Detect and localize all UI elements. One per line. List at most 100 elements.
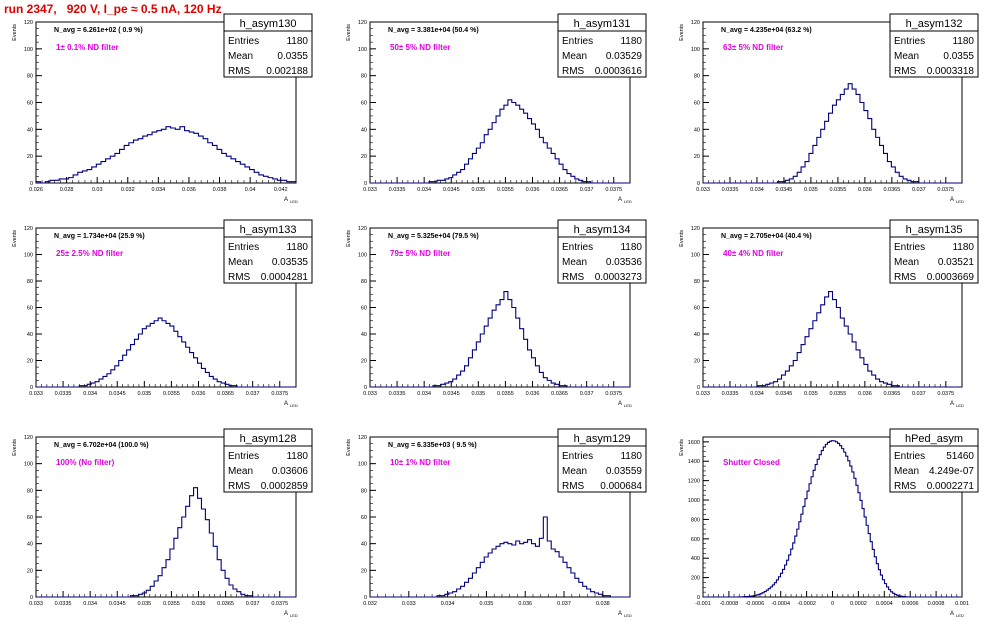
x-tick-label: 0.0335	[55, 391, 72, 397]
stats-value: 0.0355	[943, 51, 974, 62]
x-tick-label: 0.037	[912, 391, 926, 397]
stats-label: Entries	[562, 36, 593, 47]
y-tick-label: 1200	[688, 479, 700, 485]
y-tick-label: 120	[358, 226, 367, 232]
histogram-name: h_asym133	[240, 224, 297, 236]
stats-value: 0.000684	[600, 481, 642, 492]
x-tick-label: 0.035	[804, 187, 818, 193]
x-tick-label: 0.034	[417, 391, 431, 397]
filter-label: 1± 0.1% ND filter	[56, 43, 119, 52]
x-axis-label-sub: LED	[956, 403, 964, 408]
y-tick-label: 120	[358, 435, 367, 441]
x-tick-label: 0.0002	[850, 601, 867, 607]
x-axis-label: A	[618, 611, 622, 617]
y-tick-label: 100	[358, 253, 367, 259]
stats-label: Entries	[894, 451, 925, 462]
y-tick-label: 20	[27, 154, 33, 160]
y-axis-label: Events	[346, 439, 352, 456]
x-tick-label: 0.0365	[883, 391, 900, 397]
x-tick-label: 0.036	[518, 601, 532, 607]
y-tick-label: 40	[27, 127, 33, 133]
y-tick-label: 100	[358, 462, 367, 468]
x-tick-label: 0.037	[557, 601, 571, 607]
y-tick-label: 100	[358, 47, 367, 53]
x-tick-label: 0.0345	[443, 391, 460, 397]
x-axis-label-sub: LED	[290, 199, 298, 204]
navg-label: N_avg = 3.381e+04 (50.4 %)	[388, 27, 479, 34]
page-title: run 2347, 920 V, I_pe ≈ 0.5 nA, 120 Hz	[4, 2, 222, 16]
x-tick-label: 0.032	[363, 601, 377, 607]
stats-value: 1180	[286, 242, 308, 253]
y-tick-label: 40	[361, 332, 367, 338]
stats-value: 1180	[952, 242, 974, 253]
histogram-name: h_asym132	[906, 18, 963, 30]
histogram-series-h_asym134	[370, 291, 630, 388]
y-tick-label: 120	[691, 226, 700, 232]
stats-label: Entries	[562, 451, 593, 462]
y-tick-label: 100	[691, 47, 700, 53]
stats-value: 0.03529	[606, 51, 643, 62]
x-tick-label: 0.0375	[271, 601, 288, 607]
x-tick-label: 0.0335	[55, 601, 72, 607]
x-tick-label: 0.035	[804, 391, 818, 397]
navg-label: N_avg = 4.235e+04 (63.2 %)	[721, 27, 812, 34]
navg-label: N_avg = 5.325e+04 (79.5 %)	[388, 233, 479, 240]
x-tick-label: 0.0375	[605, 187, 622, 193]
x-tick-label: 0.033	[363, 187, 377, 193]
y-tick-label: 80	[361, 279, 367, 285]
stats-box	[557, 445, 647, 493]
x-tick-label: 0.0365	[551, 391, 568, 397]
histogram-series-h_asym131	[370, 99, 630, 184]
histogram-panel-h_asym133: 0 20 40 60 80 100 120 0.033 0.0335 0.034 0.0345 0.0…	[12, 219, 313, 408]
histogram-panel-h_asym134: 0 20 40 60 80 100 120 0.033 0.0335 0.034 0.0345 0.0…	[346, 219, 647, 408]
y-tick-label: 20	[361, 568, 367, 574]
y-tick-label: 0	[30, 595, 33, 601]
x-axis-label-sub: LED	[290, 613, 298, 618]
navg-label: N_avg = 6.702e+04 (100.0 %)	[54, 442, 149, 449]
y-axis-label: Events	[12, 230, 18, 247]
stats-label: RMS	[562, 481, 585, 492]
y-tick-label: 40	[361, 127, 367, 133]
y-tick-label: 400	[691, 556, 700, 562]
x-axis-label: A	[284, 197, 288, 203]
y-tick-label: 0	[30, 181, 33, 187]
stats-value: 1180	[620, 36, 642, 47]
y-tick-label: 100	[24, 47, 33, 53]
filter-label: 10± 1% ND filter	[390, 458, 450, 467]
x-tick-label: 0.036	[526, 187, 540, 193]
x-tick-label: 0.0335	[389, 187, 406, 193]
x-tick-label: 0.0365	[217, 391, 234, 397]
y-tick-label: 60	[361, 515, 367, 521]
stats-value: 1180	[286, 36, 308, 47]
x-tick-label: 0.034	[750, 391, 764, 397]
stats-label: RMS	[562, 272, 585, 283]
stats-label: RMS	[562, 66, 585, 77]
histogram-series-h_asym129	[370, 516, 630, 598]
x-tick-label: 0.034	[83, 391, 97, 397]
y-tick-label: 60	[694, 306, 700, 312]
x-tick-label: 0.0375	[937, 391, 954, 397]
histogram-panel-h_asym130: 0 20 40 60 80 100 120 0.026 0.028 0.03 0.032 0.034 0…	[12, 13, 313, 204]
y-axis-label: Events	[346, 230, 352, 247]
y-tick-label: 1600	[688, 440, 700, 446]
stats-box	[223, 445, 313, 493]
stats-label: Entries	[894, 36, 925, 47]
x-tick-label: -0.0002	[797, 601, 816, 607]
x-tick-label: 0.036	[858, 187, 872, 193]
y-tick-label: 40	[361, 542, 367, 548]
stats-value: 0.03521	[938, 257, 975, 268]
x-tick-label: 0.038	[596, 601, 610, 607]
x-tick-label: 0.037	[580, 187, 594, 193]
stats-value: 0.0004281	[261, 272, 309, 283]
histogram-name: h_asym131	[574, 18, 631, 30]
x-tick-label: 0.037	[246, 601, 260, 607]
x-tick-label: 0.0335	[389, 391, 406, 397]
y-tick-label: 60	[694, 101, 700, 107]
x-tick-label: 0.034	[750, 187, 764, 193]
stats-label: Mean	[894, 466, 919, 477]
stats-value: 0.002188	[266, 66, 308, 77]
x-tick-label: -0.0006	[745, 601, 764, 607]
y-tick-label: 60	[361, 306, 367, 312]
histogram-panel-h_asym131: 0 20 40 60 80 100 120 0.033 0.0335 0.034 0.0345 0.0…	[346, 13, 647, 204]
stats-box	[223, 30, 313, 78]
